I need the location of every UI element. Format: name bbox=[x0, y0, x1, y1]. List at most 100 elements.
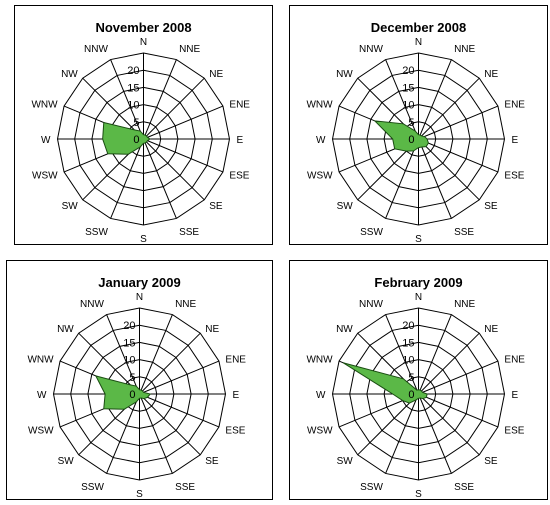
direction-label-nne: NNE bbox=[179, 44, 200, 55]
data-point-wsw bbox=[402, 400, 404, 402]
radial-tick-label: 5 bbox=[408, 117, 414, 129]
spoke-nnw bbox=[110, 59, 144, 140]
data-point-s bbox=[139, 397, 141, 399]
wind-rose-chart-4: 0 5 10 15 20 N NNE NE ENE E ESE SE SSE S SSW SW WSW W WNW N… bbox=[306, 292, 525, 499]
direction-label-ssw: SSW bbox=[81, 482, 104, 493]
direction-label-wsw: WSW bbox=[32, 171, 58, 182]
wind-rose-chart-1: 0 5 10 15 20 N NNE NE ENE E ESE SE SSE S SSW SW WSW W WNW N… bbox=[31, 37, 250, 244]
direction-label-sw: SW bbox=[337, 456, 354, 467]
direction-label-nnw: NNW bbox=[359, 299, 383, 310]
spoke-sse bbox=[418, 393, 452, 474]
direction-label-sse: SSE bbox=[175, 482, 195, 493]
direction-label-nnw: NNW bbox=[359, 44, 383, 55]
data-point-wsw bbox=[103, 408, 105, 410]
radial-tick-label: 15 bbox=[402, 82, 414, 94]
data-point-ese bbox=[146, 396, 148, 398]
direction-label-nne: NNE bbox=[454, 299, 475, 310]
radial-tick-label: 10 bbox=[127, 100, 139, 112]
direction-label-ese: ESE bbox=[504, 171, 524, 182]
spoke-nne bbox=[418, 314, 452, 395]
data-point-w bbox=[104, 393, 106, 395]
direction-label-ene: ENE bbox=[504, 99, 525, 110]
data-point-ssw bbox=[415, 399, 417, 401]
direction-label-w: W bbox=[41, 135, 51, 146]
radial-tick-label: 5 bbox=[129, 372, 135, 384]
spoke-ne bbox=[418, 77, 480, 140]
spoke-nnw bbox=[385, 314, 419, 395]
direction-label-sse: SSE bbox=[454, 482, 474, 493]
spoke-nnw bbox=[385, 59, 419, 140]
data-point-nnw bbox=[416, 389, 418, 391]
data-point-ese bbox=[427, 142, 429, 144]
direction-label-wnw: WNW bbox=[306, 354, 333, 365]
direction-label-nne: NNE bbox=[454, 44, 475, 55]
direction-label-n: N bbox=[415, 292, 422, 303]
data-point-e bbox=[149, 138, 151, 140]
spoke-ese bbox=[139, 393, 220, 428]
direction-label-sw: SW bbox=[62, 201, 79, 212]
direction-label-nw: NW bbox=[336, 69, 353, 80]
direction-label-se: SE bbox=[205, 456, 219, 467]
radial-tick-label: 0 bbox=[408, 389, 414, 401]
direction-label-e: E bbox=[512, 135, 519, 146]
direction-label-nnw: NNW bbox=[84, 44, 108, 55]
spoke-sse bbox=[143, 138, 177, 219]
wind-rose-chart-2: 0 5 10 15 20 N NNE NE ENE E ESE SE SSE S SSW SW WSW W WNW N… bbox=[306, 37, 525, 244]
data-point-ssw bbox=[413, 150, 415, 152]
radial-tick-label: 20 bbox=[123, 320, 135, 332]
direction-label-ne: NE bbox=[205, 324, 219, 335]
data-point-e bbox=[426, 393, 428, 395]
direction-label-wnw: WNW bbox=[31, 99, 58, 110]
radial-tick-label: 15 bbox=[402, 337, 414, 349]
direction-label-ese: ESE bbox=[504, 426, 524, 437]
data-point-sse bbox=[421, 146, 423, 148]
direction-label-w: W bbox=[37, 390, 47, 401]
direction-label-nw: NW bbox=[336, 324, 353, 335]
spoke-nne bbox=[418, 59, 452, 140]
radial-tick-label: 0 bbox=[133, 134, 139, 146]
data-point-wnw bbox=[103, 122, 105, 124]
data-point-wsw bbox=[394, 148, 396, 150]
data-point-w bbox=[392, 138, 394, 140]
direction-label-e: E bbox=[233, 390, 240, 401]
direction-label-ne: NE bbox=[484, 69, 498, 80]
data-point-s bbox=[418, 147, 420, 149]
radial-tick-label: 15 bbox=[127, 82, 139, 94]
radial-tick-label: 0 bbox=[129, 389, 135, 401]
wind-rose-panel-2: 0 5 10 15 20 N NNE NE ENE E ESE SE SSE S SSW SW WSW W WNW N… bbox=[289, 5, 548, 245]
direction-label-nw: NW bbox=[61, 69, 78, 80]
spoke-sse bbox=[139, 393, 173, 474]
radial-tick-label: 20 bbox=[402, 320, 414, 332]
direction-label-ese: ESE bbox=[229, 171, 249, 182]
data-point-ese bbox=[425, 396, 427, 398]
data-point-w bbox=[102, 138, 104, 140]
data-point-wnw bbox=[374, 120, 376, 122]
data-point-n bbox=[139, 389, 141, 391]
data-point-nnw bbox=[414, 130, 416, 132]
direction-label-se: SE bbox=[209, 201, 223, 212]
direction-label-e: E bbox=[237, 135, 244, 146]
chart-title-2: December 2008 bbox=[370, 20, 467, 35]
spoke-ene bbox=[139, 360, 220, 395]
spoke-ssw bbox=[385, 138, 419, 219]
direction-label-w: W bbox=[316, 135, 326, 146]
direction-label-nnw: NNW bbox=[80, 299, 104, 310]
direction-label-ssw: SSW bbox=[360, 227, 383, 238]
direction-label-s: S bbox=[136, 489, 143, 499]
direction-label-sw: SW bbox=[337, 201, 354, 212]
frequency-area bbox=[102, 121, 151, 155]
data-point-e bbox=[149, 393, 151, 395]
direction-label-se: SE bbox=[484, 201, 498, 212]
spoke-sse bbox=[418, 138, 452, 219]
spoke-se bbox=[143, 138, 205, 201]
spoke-se bbox=[418, 393, 480, 456]
direction-label-ne: NE bbox=[209, 69, 223, 80]
data-point-ene bbox=[142, 391, 144, 393]
radial-tick-label: 5 bbox=[408, 372, 414, 384]
radial-tick-label: 15 bbox=[123, 337, 135, 349]
direction-label-sse: SSE bbox=[454, 227, 474, 238]
direction-label-wnw: WNW bbox=[27, 354, 54, 365]
radial-tick-label: 20 bbox=[402, 65, 414, 77]
direction-label-n: N bbox=[140, 37, 147, 48]
direction-label-ssw: SSW bbox=[85, 227, 108, 238]
